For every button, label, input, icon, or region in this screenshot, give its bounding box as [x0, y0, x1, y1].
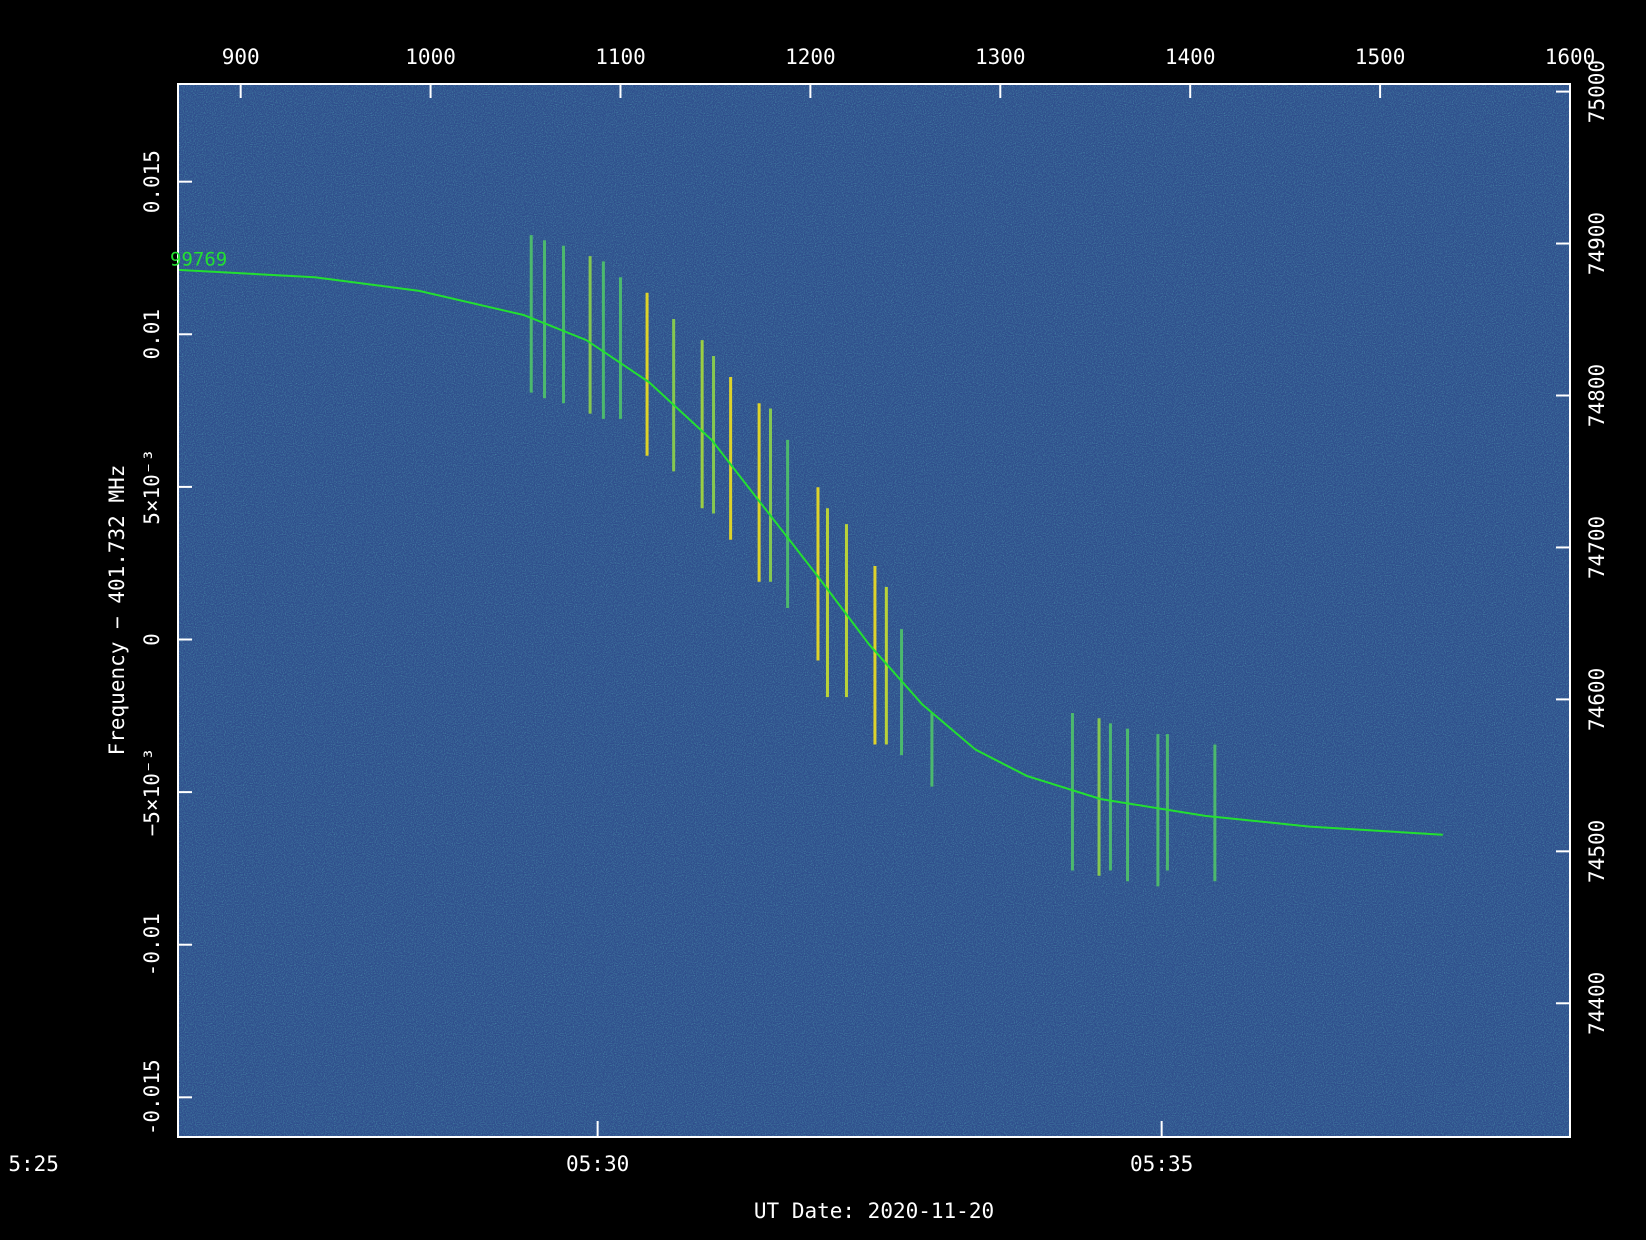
y2-tick-label: 74800 — [1585, 364, 1609, 427]
curve-label: 99769 — [170, 248, 227, 270]
y-tick-label: 5×10⁻³ — [140, 449, 164, 525]
y2-tick-label: 74600 — [1585, 668, 1609, 731]
x-axis-label: UT Date: 2020-11-20 — [754, 1199, 994, 1223]
x-bottom-tick-label: 05:30 — [566, 1152, 629, 1176]
x-bottom-tick-label: 05:35 — [1130, 1152, 1193, 1176]
y-tick-label: −5×10⁻³ — [140, 748, 164, 837]
y-tick-label: -0.01 — [140, 913, 164, 976]
x-top-tick-label: 1400 — [1165, 45, 1216, 69]
x-top-tick-label: 1600 — [1545, 45, 1596, 69]
y-axis-label: Frequency − 401.732 MHz — [105, 465, 129, 756]
x-top-tick-label: 1300 — [975, 45, 1026, 69]
y-tick-label: 0 — [140, 633, 164, 646]
y2-tick-label: 74500 — [1585, 820, 1609, 883]
y2-tick-label: 74900 — [1585, 212, 1609, 275]
x-top-tick-label: 1200 — [785, 45, 836, 69]
doppler-curve — [178, 268, 1443, 836]
x-top-tick-label: 1500 — [1355, 45, 1406, 69]
y2-tick-label: 74400 — [1585, 972, 1609, 1035]
x-top-tick-label: 1000 — [405, 45, 456, 69]
y-tick-label: 0.015 — [140, 150, 164, 213]
y2-tick-label: 74700 — [1585, 516, 1609, 579]
x-bottom-tick-label: 5:25 — [8, 1152, 59, 1176]
plot-frame — [177, 83, 1571, 1138]
y-tick-label: 0.01 — [140, 309, 164, 360]
plot-area — [178, 84, 1570, 1137]
y2-tick-label: 75000 — [1585, 60, 1609, 123]
y-tick-label: -0.015 — [140, 1059, 164, 1135]
x-top-tick-label: 900 — [222, 45, 260, 69]
x-top-tick-label: 1100 — [595, 45, 646, 69]
